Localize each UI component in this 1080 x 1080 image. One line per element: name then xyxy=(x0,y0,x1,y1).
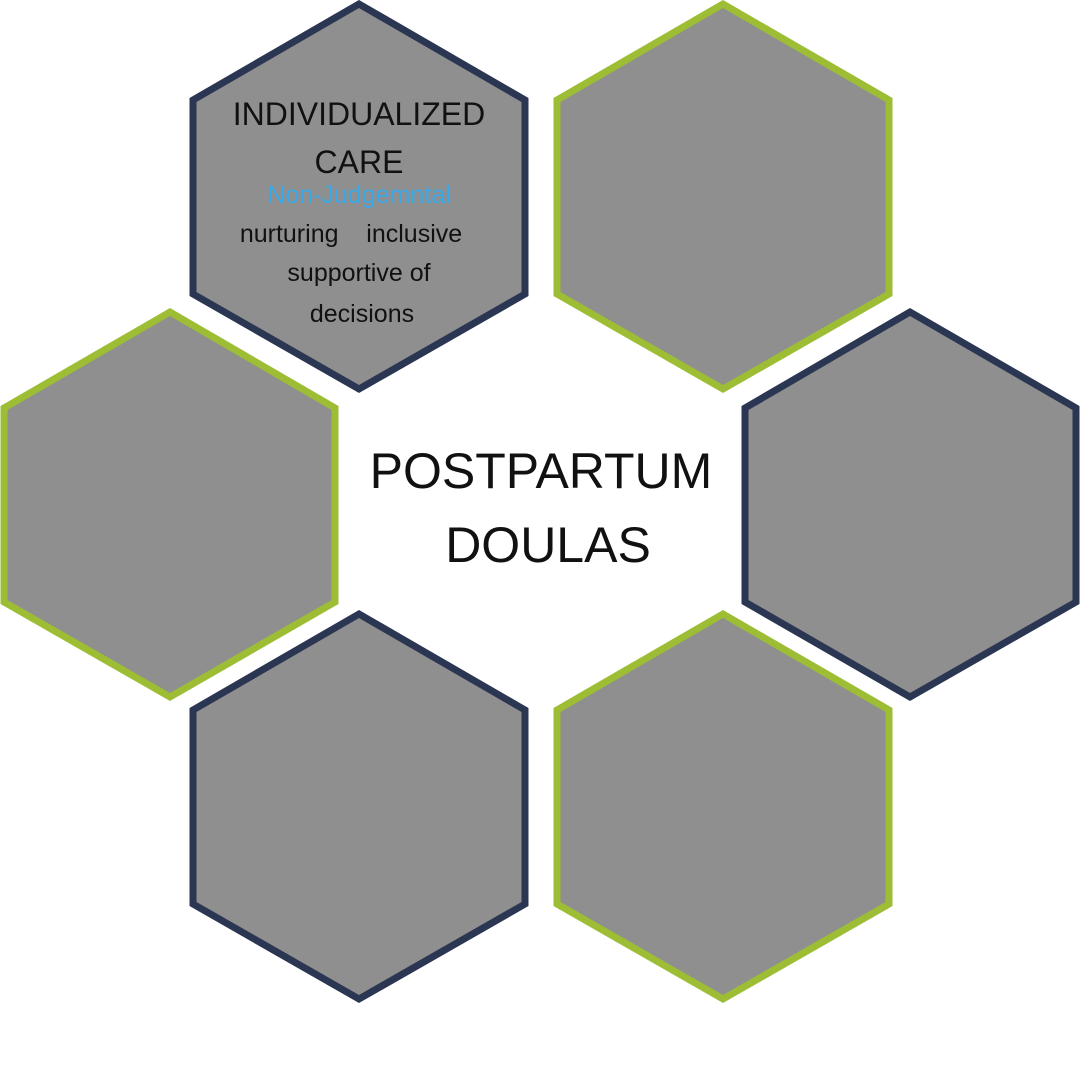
center-title-line2: DOULAS xyxy=(445,517,651,573)
hexagon-middle-right xyxy=(741,307,1080,702)
center-title-line1: POSTPARTUM xyxy=(370,443,713,499)
hexagon-bottom-left xyxy=(189,609,529,1004)
hexagon-detail-line1: nurturing inclusive xyxy=(240,220,462,248)
hexagon-detail-line3: decisions xyxy=(310,300,414,328)
hexagon-bottom-right xyxy=(553,609,893,1004)
hexagon-title-line1: INDIVIDUALIZED xyxy=(233,96,485,132)
hexagon-detail-line2: supportive of xyxy=(287,259,430,287)
hexagon-top-right xyxy=(553,0,893,394)
hexagon-top-left xyxy=(189,0,529,394)
hexagon-accent-line: Non-Judgemntal xyxy=(267,181,450,209)
hexagon-title-line2: CARE xyxy=(315,144,404,180)
hexagon-middle-left xyxy=(0,307,339,702)
